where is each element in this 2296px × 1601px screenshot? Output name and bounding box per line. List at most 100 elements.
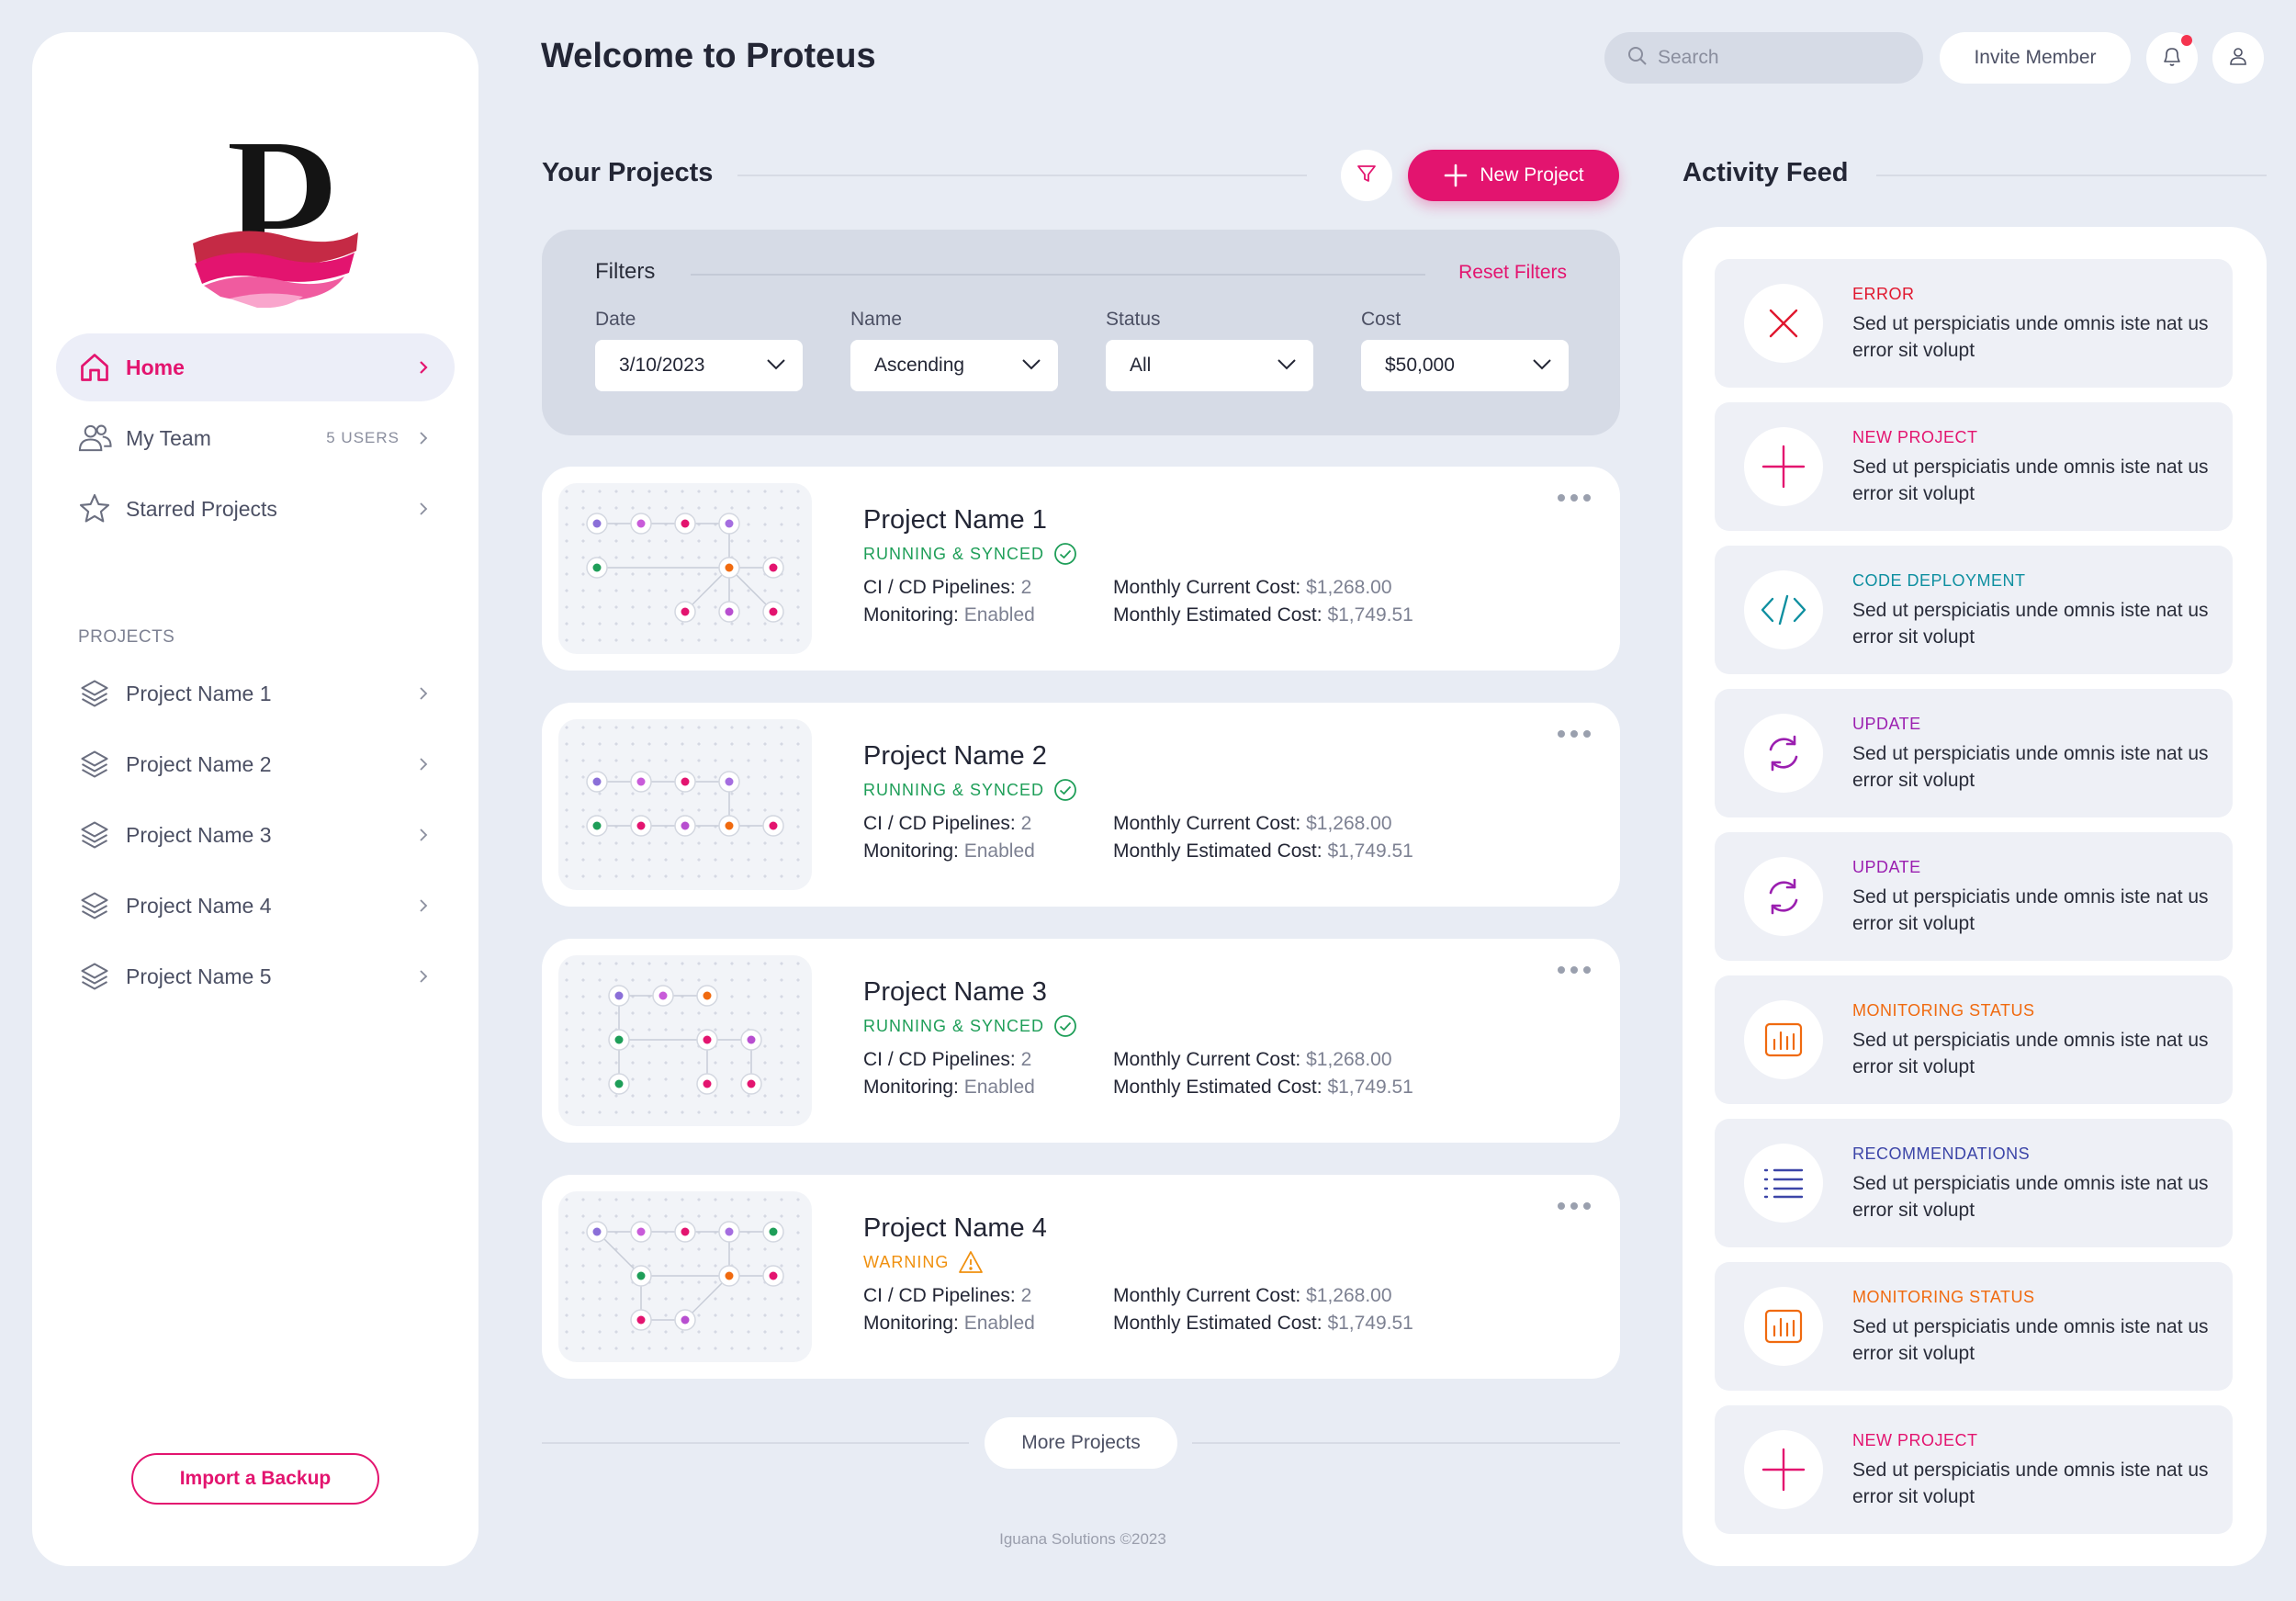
sidebar: Home My Team 5 USERS Starred Projects PR…	[32, 32, 478, 1566]
cost-select[interactable]: $50,000	[1361, 340, 1569, 391]
divider	[1192, 1442, 1620, 1444]
project-card[interactable]: Project Name 2 RUNNING & SYNCED CI / CD …	[542, 703, 1620, 907]
more-options-icon[interactable]	[1558, 494, 1591, 502]
monitoring-label: Monitoring:	[863, 604, 959, 626]
activity-item[interactable]: UPDATE Sed ut perspiciatis unde omnis is…	[1715, 689, 2233, 817]
chevron-right-icon	[412, 427, 434, 449]
plus-icon	[1445, 163, 1468, 187]
filter-toggle-button[interactable]	[1341, 150, 1392, 201]
footer-copyright: Iguana Solutions ©2023	[999, 1530, 1166, 1548]
list-icon	[1744, 1144, 1823, 1223]
pipeline-diagram-thumbnail	[558, 1191, 812, 1362]
search-icon	[1626, 45, 1649, 72]
activity-item[interactable]: NEW PROJECT Sed ut perspiciatis unde omn…	[1715, 402, 2233, 531]
activity-item[interactable]: CODE DEPLOYMENT Sed ut perspiciatis unde…	[1715, 546, 2233, 674]
activity-item[interactable]: RECOMMENDATIONS Sed ut perspiciatis unde…	[1715, 1119, 2233, 1247]
status-text: RUNNING & SYNCED	[863, 780, 1045, 799]
monitoring-info: Monitoring: Enabled	[863, 1313, 1035, 1335]
estimated-cost-info: Monthly Estimated Cost: $1,749.51	[1113, 1313, 1413, 1335]
activity-item[interactable]: MONITORING STATUS Sed ut perspiciatis un…	[1715, 1262, 2233, 1391]
current-cost-value: $1,268.00	[1306, 1049, 1392, 1070]
more-options-icon[interactable]	[1558, 730, 1591, 738]
nav-starred-projects[interactable]: Starred Projects	[56, 475, 455, 543]
notifications-button[interactable]	[2146, 32, 2198, 84]
current-cost-value: $1,268.00	[1306, 577, 1392, 598]
sidebar-project-5[interactable]: Project Name 5	[56, 942, 455, 1010]
notification-dot	[2181, 35, 2192, 46]
reset-filters-link[interactable]: Reset Filters	[1458, 262, 1567, 283]
activity-item[interactable]: ERROR Sed ut perspiciatis unde omnis ist…	[1715, 259, 2233, 388]
pipelines-value: 2	[1020, 577, 1032, 598]
current-cost-info: Monthly Current Cost: $1,268.00	[1113, 1049, 1392, 1071]
sidebar-project-2[interactable]: Project Name 2	[56, 730, 455, 798]
bar-chart-icon	[1744, 1000, 1823, 1079]
project-card[interactable]: Project Name 3 RUNNING & SYNCED CI / CD …	[542, 939, 1620, 1143]
check-circle-icon	[1053, 542, 1077, 566]
bar-chart-icon	[1744, 1287, 1823, 1366]
divider	[1876, 175, 2267, 176]
chevron-right-icon	[412, 965, 434, 987]
divider	[737, 175, 1307, 176]
chevron-down-icon	[1277, 355, 1297, 377]
filter-label: Date	[595, 309, 636, 330]
activity-item[interactable]: UPDATE Sed ut perspiciatis unde omnis is…	[1715, 832, 2233, 961]
name-sort-select[interactable]: Ascending	[850, 340, 1058, 391]
status-select[interactable]: All	[1106, 340, 1313, 391]
filter-label: Cost	[1361, 309, 1401, 330]
projects-section-title: Your Projects	[542, 158, 714, 187]
check-circle-icon	[1053, 1014, 1077, 1038]
sidebar-project-1[interactable]: Project Name 1	[56, 660, 455, 727]
activity-item[interactable]: NEW PROJECT Sed ut perspiciatis unde omn…	[1715, 1405, 2233, 1534]
search-input[interactable]: Search	[1604, 32, 1923, 84]
project-card[interactable]: Project Name 1 RUNNING & SYNCED CI / CD …	[542, 467, 1620, 671]
estimated-cost-label: Monthly Estimated Cost:	[1113, 604, 1322, 626]
chevron-right-icon	[412, 682, 434, 705]
activity-type: NEW PROJECT	[1852, 1431, 1978, 1449]
current-cost-info: Monthly Current Cost: $1,268.00	[1113, 577, 1392, 599]
monitoring-value: Enabled	[963, 1313, 1035, 1334]
chevron-right-icon	[412, 356, 434, 378]
date-select[interactable]: 3/10/2023	[595, 340, 803, 391]
filter-name: Name Ascending	[850, 309, 1058, 391]
warning-icon	[958, 1250, 984, 1274]
activity-type: ERROR	[1852, 285, 1915, 303]
pipelines-label: CI / CD Pipelines:	[863, 813, 1016, 834]
new-project-button[interactable]: New Project	[1408, 150, 1619, 201]
sidebar-project-3[interactable]: Project Name 3	[56, 801, 455, 869]
pipeline-diagram-thumbnail	[558, 955, 812, 1126]
estimated-cost-info: Monthly Estimated Cost: $1,749.51	[1113, 604, 1413, 626]
activity-feed-title: Activity Feed	[1683, 158, 1849, 187]
sidebar-project-4[interactable]: Project Name 4	[56, 872, 455, 940]
import-backup-button[interactable]: Import a Backup	[131, 1453, 379, 1505]
projects-section-label: PROJECTS	[78, 627, 175, 647]
invite-member-button[interactable]: Invite Member	[1940, 32, 2131, 84]
project-card[interactable]: Project Name 4 WARNING CI / CD Pipelines…	[542, 1175, 1620, 1379]
divider	[691, 274, 1425, 276]
monitoring-value: Enabled	[963, 1077, 1035, 1098]
nav-home[interactable]: Home	[56, 333, 455, 401]
current-cost-info: Monthly Current Cost: $1,268.00	[1113, 1285, 1392, 1307]
estimated-cost-value: $1,749.51	[1327, 840, 1413, 862]
more-options-icon[interactable]	[1558, 966, 1591, 974]
nav-my-team[interactable]: My Team 5 USERS	[56, 404, 455, 472]
refresh-icon	[1744, 714, 1823, 793]
monitoring-value: Enabled	[963, 604, 1035, 626]
activity-item[interactable]: MONITORING STATUS Sed ut perspiciatis un…	[1715, 975, 2233, 1104]
monitoring-info: Monitoring: Enabled	[863, 840, 1035, 863]
select-value: All	[1130, 355, 1152, 376]
activity-type: UPDATE	[1852, 858, 1921, 876]
activity-feed: ERROR Sed ut perspiciatis unde omnis ist…	[1683, 227, 2267, 1566]
more-projects-button[interactable]: More Projects	[985, 1417, 1177, 1469]
project-status: RUNNING & SYNCED	[863, 542, 1077, 566]
layers-icon	[76, 817, 113, 853]
nav-starred-label: Starred Projects	[126, 496, 277, 521]
profile-button[interactable]	[2212, 32, 2264, 84]
activity-type: CODE DEPLOYMENT	[1852, 571, 2026, 590]
more-options-icon[interactable]	[1558, 1202, 1591, 1210]
pipelines-label: CI / CD Pipelines:	[863, 1285, 1016, 1306]
activity-text: Sed ut perspiciatis unde omnis iste nat …	[1852, 313, 2209, 361]
proteus-logo	[193, 144, 358, 308]
monitoring-label: Monitoring:	[863, 840, 959, 862]
activity-type: NEW PROJECT	[1852, 428, 1978, 446]
status-text: RUNNING & SYNCED	[863, 1016, 1045, 1035]
